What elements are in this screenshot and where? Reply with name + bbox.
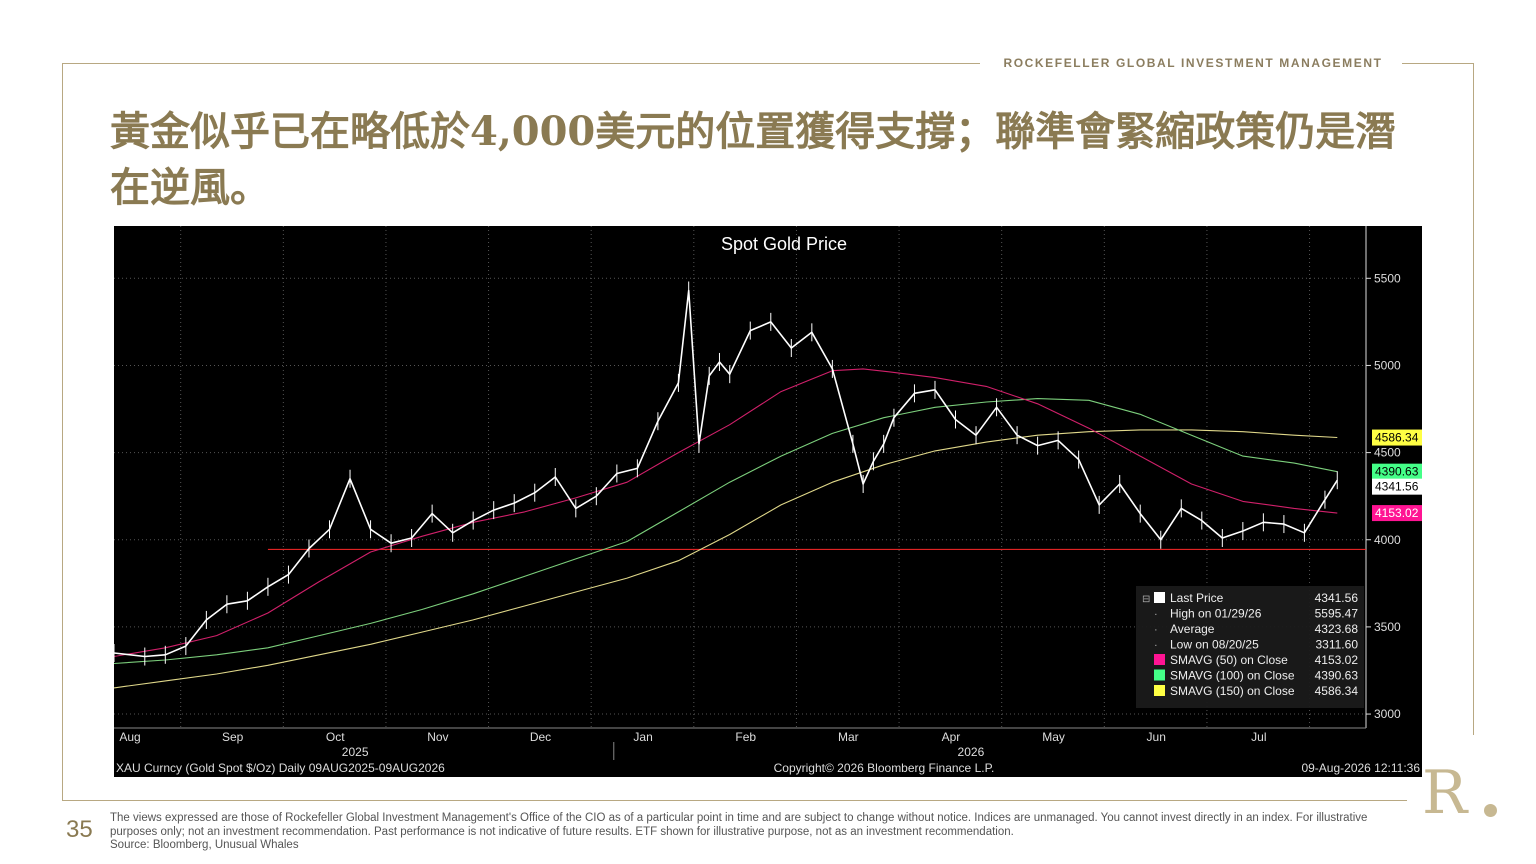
value-label-box: [1372, 429, 1422, 446]
value-label: 4153.02: [1375, 506, 1419, 520]
month-label: Nov: [427, 730, 448, 744]
month-label: Jun: [1147, 730, 1166, 744]
month-label: May: [1042, 730, 1065, 744]
legend-marker: ·: [1154, 624, 1158, 636]
legend-swatch: [1154, 654, 1165, 665]
legend-value: 3311.60: [1316, 638, 1359, 652]
frame-top-right: [1402, 63, 1474, 64]
series-line: [114, 429, 1338, 689]
y-tick-label: 4000: [1374, 533, 1401, 547]
legend-value: 4341.56: [1315, 591, 1359, 605]
legend-label: SMAVG (50) on Close: [1170, 653, 1288, 667]
month-label: Aug: [119, 730, 140, 744]
legend-marker: ·: [1154, 609, 1158, 621]
legend-label: Average: [1170, 622, 1215, 636]
legend-swatch: [1154, 592, 1165, 603]
legend-value: 4586.34: [1315, 684, 1359, 698]
legend-label: Low on 08/20/25: [1170, 638, 1259, 652]
logo-dot-icon: [1484, 804, 1497, 817]
month-label: Oct: [326, 730, 345, 744]
disclaimer: The views expressed are those of Rockefe…: [110, 812, 1400, 853]
y-tick-label: 5000: [1374, 358, 1401, 372]
legend-label: SMAVG (150) on Close: [1170, 684, 1295, 698]
month-label: Feb: [735, 730, 756, 744]
footer-center: Copyright© 2026 Bloomberg Finance L.P.: [774, 761, 995, 775]
value-label-box: [1372, 478, 1422, 495]
year-label: 2026: [958, 745, 985, 759]
legend-collapse-icon: ⊟: [1142, 594, 1150, 605]
legend-value: 4323.68: [1315, 622, 1359, 636]
y-tick-label: 5500: [1374, 271, 1401, 285]
legend-label: High on 01/29/26: [1170, 607, 1262, 621]
value-label: 4586.34: [1375, 431, 1419, 445]
legend-swatch: [1154, 685, 1165, 696]
disclaimer-text: The views expressed are those of Rockefe…: [110, 812, 1368, 838]
chart-svg: 3000 3500 4000 4500 5000 5500 Aug Sep Oct Nov Dec J…: [114, 226, 1422, 775]
footer-right: 09-Aug-2026 12:11:36: [1301, 761, 1420, 775]
y-tick-label: 3500: [1374, 620, 1401, 634]
series-line: [114, 368, 1338, 658]
frame-top-left: [62, 63, 980, 64]
source-text: Source: Bloomberg, Unusual Whales: [110, 839, 299, 851]
footer-left: XAU Curncy (Gold Spot $/Oz) Daily 09AUG2…: [116, 761, 445, 775]
month-label: Sep: [222, 730, 244, 744]
frame-right: [1473, 63, 1474, 735]
chart-title: Spot Gold Price: [721, 234, 847, 254]
legend-marker: ·: [1154, 640, 1158, 652]
month-label: Dec: [530, 730, 551, 744]
legend-label: SMAVG (100) on Close: [1170, 669, 1295, 683]
month-label: Apr: [942, 730, 961, 744]
frame-bottom: [62, 800, 1407, 801]
series-line: [114, 398, 1338, 665]
y-tick-label: 4500: [1374, 446, 1401, 460]
value-label-box: [1372, 505, 1422, 522]
legend-label: Last Price: [1170, 591, 1224, 605]
legend-box: [1136, 586, 1364, 708]
slide-title: 黃金似乎已在略低於4,000美元的位置獲得支撐；聯準會緊縮政策仍是潛在逆風。: [110, 108, 1396, 211]
value-label: 4341.56: [1375, 480, 1419, 494]
month-label: Jan: [633, 730, 652, 744]
year-label: 2025: [342, 745, 369, 759]
legend-value: 4390.63: [1315, 669, 1359, 683]
gold-price-chart: 3000 3500 4000 4500 5000 5500 Aug Sep Oct Nov Dec J…: [114, 226, 1422, 777]
frame-left: [62, 63, 63, 801]
page-number: 35: [66, 816, 93, 843]
value-label-box: [1372, 463, 1422, 480]
value-label: 4390.63: [1375, 465, 1419, 479]
y-tick-label: 3000: [1374, 707, 1401, 721]
legend-swatch: [1154, 669, 1165, 681]
month-label: Jul: [1251, 730, 1266, 744]
legend-value: 5595.47: [1315, 607, 1359, 621]
legend-value: 4153.02: [1315, 653, 1359, 667]
logo-icon: R: [1422, 758, 1468, 828]
month-label: Mar: [838, 730, 859, 744]
brand-header: ROCKEFELLER GLOBAL INVESTMENT MANAGEMENT: [1003, 56, 1383, 70]
